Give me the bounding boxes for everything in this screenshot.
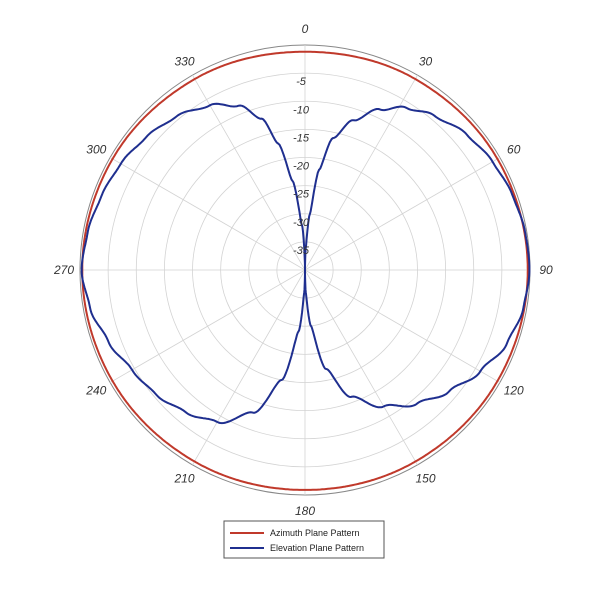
grid-spoke — [304, 269, 501, 383]
angle-tick-label: 150 — [415, 472, 435, 486]
legend-label-azimuth: Azimuth Plane Pattern — [270, 528, 360, 538]
grid-spoke — [304, 157, 501, 271]
grid-spoke — [109, 157, 306, 271]
grid-spoke — [192, 269, 306, 466]
angle-tick-label: 30 — [419, 54, 433, 68]
angle-tick-label: 210 — [173, 472, 194, 486]
angle-tick-label: 180 — [295, 504, 315, 518]
angle-tick-label: 90 — [539, 263, 553, 277]
grid-spoke — [192, 74, 306, 271]
grid-spoke — [109, 269, 306, 383]
angle-tick-label: 60 — [507, 143, 521, 157]
label-layer: 0 30 60 90 120 150 180 210 240 270 300 330 -5 -10 -15 -… — [53, 22, 553, 518]
radial-tick-label: -5 — [296, 76, 307, 88]
legend: Azimuth Plane Pattern Elevation Plane Pa… — [223, 520, 385, 559]
radial-tick-label: -15 — [293, 132, 310, 144]
angle-tick-label: 120 — [504, 384, 524, 398]
angle-tick-label: 330 — [174, 54, 194, 68]
angle-tick-label: 300 — [86, 143, 106, 157]
radial-tick-label: -25 — [293, 189, 310, 201]
radial-tick-label: -20 — [293, 161, 310, 173]
radial-tick-label: -35 — [293, 245, 310, 257]
radial-tick-label: -10 — [293, 104, 310, 116]
grid-spoke — [304, 74, 418, 271]
series-line-azimuth — [81, 50, 529, 491]
angle-tick-label: 270 — [53, 263, 74, 277]
angle-tick-label: 0 — [302, 22, 309, 36]
legend-label-elevation: Elevation Plane Pattern — [270, 543, 364, 553]
legend-box — [223, 520, 385, 559]
angle-tick-label: 240 — [85, 384, 106, 398]
radial-tick-label: -30 — [293, 217, 310, 229]
grid-spoke — [304, 269, 418, 466]
series-line-elevation — [80, 102, 531, 425]
series-layer — [80, 50, 531, 491]
